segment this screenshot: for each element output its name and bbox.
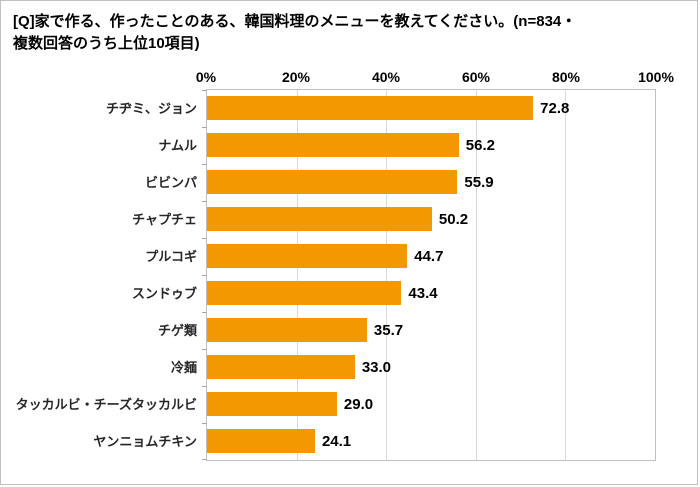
y-axis-tick xyxy=(202,89,207,91)
y-axis-tick xyxy=(202,237,207,239)
bar-row: 44.7 xyxy=(207,238,655,275)
gridline xyxy=(296,89,298,460)
x-axis: 0% 20% 40% 60% 80% 100% xyxy=(196,65,674,89)
category-label: チャプチェ xyxy=(132,211,197,227)
x-axis-tick-label: 60% xyxy=(461,68,491,85)
x-axis-tick-label: 100% xyxy=(638,68,674,85)
y-axis-tick xyxy=(202,385,207,387)
category-labels: チヂミ、ジョンナムルビビンパチャプチェプルコギスンドゥブチゲ類冷麺タッカルビ・チ… xyxy=(1,89,206,461)
category-label: ビビンパ xyxy=(144,174,197,190)
bar-row: 29.0 xyxy=(207,386,655,423)
y-axis-tick xyxy=(202,348,207,350)
x-axis-tick-label: 40% xyxy=(371,68,401,85)
bar-row: 55.9 xyxy=(207,164,655,201)
category-label: スンドゥブ xyxy=(131,285,197,301)
gridline xyxy=(475,89,477,460)
y-axis-tick xyxy=(202,311,207,313)
category-label: ヤンニョムチキン xyxy=(93,433,197,449)
value-label: 29.0 xyxy=(343,395,374,413)
y-axis-tick xyxy=(202,458,207,460)
bar xyxy=(207,429,315,453)
value-label: 43.4 xyxy=(408,284,438,302)
value-label: 55.9 xyxy=(464,173,494,191)
bar-chart: 0% 20% 40% 60% 80% 100% チヂミ、ジョンナムルビビンパチャプチェプル… xyxy=(1,65,697,461)
bar-row: 43.4 xyxy=(207,275,655,312)
bar-row: 33.0 xyxy=(207,349,655,386)
value-label: 24.1 xyxy=(321,432,352,450)
x-axis-tick-label: 0% xyxy=(195,68,217,85)
bar-row: 56.2 xyxy=(207,127,655,164)
y-axis-tick xyxy=(202,126,207,128)
category-label: タッカルビ・チーズタッカルビ xyxy=(15,396,197,412)
x-axis-tick-label: 80% xyxy=(551,68,581,85)
bar-row: 24.1 xyxy=(207,423,655,460)
bar xyxy=(207,355,355,379)
bar-row: 72.8 xyxy=(207,90,655,127)
category-label: ナムル xyxy=(158,137,197,153)
value-label: 33.0 xyxy=(361,358,392,376)
y-axis-tick xyxy=(202,422,207,424)
bar xyxy=(207,392,337,416)
bar xyxy=(207,318,367,342)
category-label: プルコギ xyxy=(145,248,197,264)
bar xyxy=(207,207,432,231)
gridline xyxy=(565,89,567,460)
bar-row: 50.2 xyxy=(207,201,655,238)
category-label: チゲ類 xyxy=(157,322,197,338)
bar xyxy=(207,96,534,120)
y-axis-tick xyxy=(202,163,207,165)
y-axis-tick xyxy=(202,274,207,276)
category-label: チヂミ、ジョン xyxy=(105,100,197,116)
y-axis-tick xyxy=(202,200,207,202)
chart-title: [Q]家で作る、作ったことのある、韓国料理のメニューを教えてください。(n=83… xyxy=(1,1,697,55)
bar xyxy=(207,244,408,268)
bar-row: 35.7 xyxy=(207,312,655,349)
value-label: 44.7 xyxy=(414,247,444,265)
chart-title-line1: [Q]家で作る、作ったことのある、韓国料理のメニューを教えてください。(n=83… xyxy=(13,13,577,30)
chart-title-line2: 複数回答のうち上位10項目) xyxy=(13,34,200,52)
value-label: 35.7 xyxy=(373,321,404,339)
category-label: 冷麺 xyxy=(170,359,197,375)
plot-area: 72.8 56.2 55.9 50.2 44.7 43.4 35.7 33.0 29.0 24.1 xyxy=(202,88,656,461)
bar xyxy=(207,133,459,157)
value-label: 72.8 xyxy=(540,99,570,117)
value-label: 56.2 xyxy=(465,136,495,154)
bar xyxy=(207,170,458,194)
gridline xyxy=(386,89,388,460)
value-label: 50.2 xyxy=(438,210,469,228)
bar xyxy=(207,281,402,305)
x-axis-tick-label: 20% xyxy=(281,68,311,85)
